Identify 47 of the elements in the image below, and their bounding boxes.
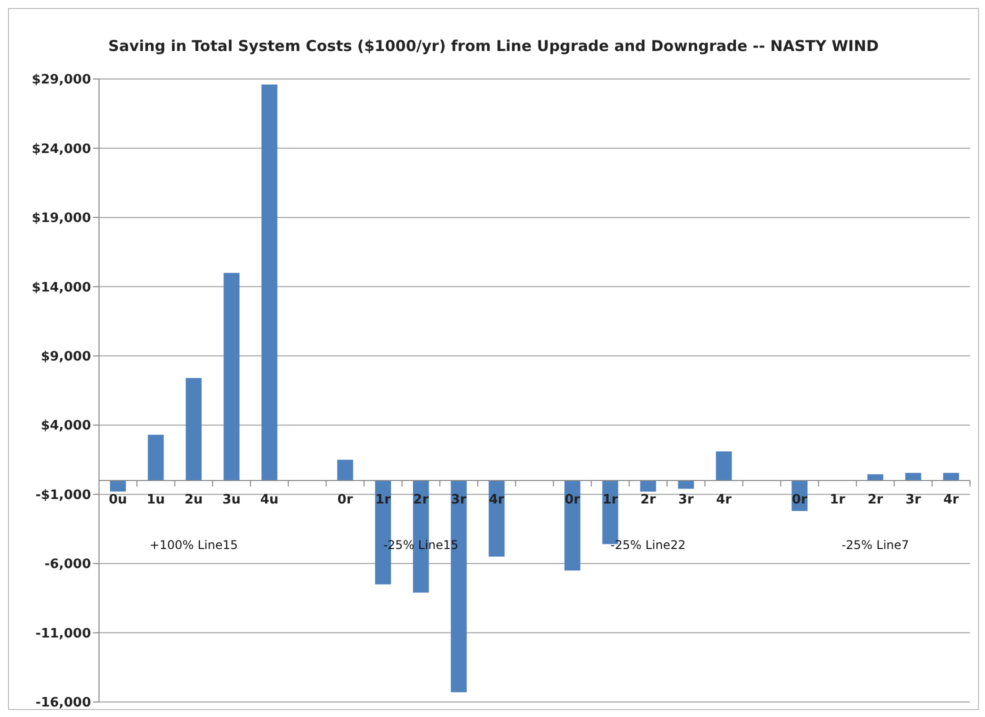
x-tick-label: 2u <box>184 492 203 508</box>
x-tick-label: 4r <box>943 492 960 508</box>
y-tick-label: $4,000 <box>40 418 91 434</box>
bar <box>716 451 732 480</box>
y-tick-label: $14,000 <box>32 280 91 296</box>
x-tick-label: 4r <box>716 492 732 508</box>
bar <box>186 378 202 480</box>
bar <box>110 480 126 492</box>
x-tick-label: 1u <box>146 492 165 508</box>
bar <box>148 434 164 480</box>
x-tick-label: 0r <box>792 492 808 508</box>
bar <box>905 472 922 480</box>
x-tick-label: 4r <box>488 492 505 508</box>
y-tick-label: -$1,000 <box>35 488 91 503</box>
x-tick-label: 2r <box>413 492 430 508</box>
x-tick-label: 0r <box>564 492 581 508</box>
y-tick-label: $19,000 <box>32 211 91 226</box>
x-tick-label: 1r <box>375 492 392 508</box>
x-tick-label: 4u <box>260 492 279 508</box>
x-tick-label: 0u <box>108 492 128 508</box>
x-tick-label: 3r <box>678 492 694 508</box>
bar <box>488 480 505 557</box>
bar <box>678 480 694 489</box>
annotation: -25% Line22 <box>610 538 687 552</box>
bar <box>224 272 240 480</box>
annotation: +100% Line15 <box>148 538 239 552</box>
y-tick-label: -11,000 <box>35 626 91 642</box>
y-tick-label: $9,000 <box>40 350 91 365</box>
x-tick-label: 3r <box>451 492 468 508</box>
x-tick-label: 2r <box>640 492 656 508</box>
bar <box>564 480 580 570</box>
x-tick-label: 2r <box>868 492 884 508</box>
bar <box>337 460 354 480</box>
x-tick-label: 1r <box>602 492 619 508</box>
x-tick-label: 0r <box>337 492 354 508</box>
bar <box>640 480 656 492</box>
y-tick-label: $29,000 <box>32 72 91 88</box>
bar <box>943 472 960 480</box>
y-tick-label: -16,000 <box>35 696 91 711</box>
x-tick-label: 3u <box>222 492 241 508</box>
bar <box>261 84 278 480</box>
x-tick-label: 1r <box>830 492 846 508</box>
x-tick-label: 3r <box>905 492 922 508</box>
chart-title: Saving in Total System Costs ($1000/yr) from Line Upgrade and Downgrade -- NASTY WIND <box>107 37 880 55</box>
y-tick-label: $24,000 <box>32 142 91 157</box>
y-tick-label: -6,000 <box>44 557 91 572</box>
annotation: -25% Line7 <box>840 538 910 552</box>
